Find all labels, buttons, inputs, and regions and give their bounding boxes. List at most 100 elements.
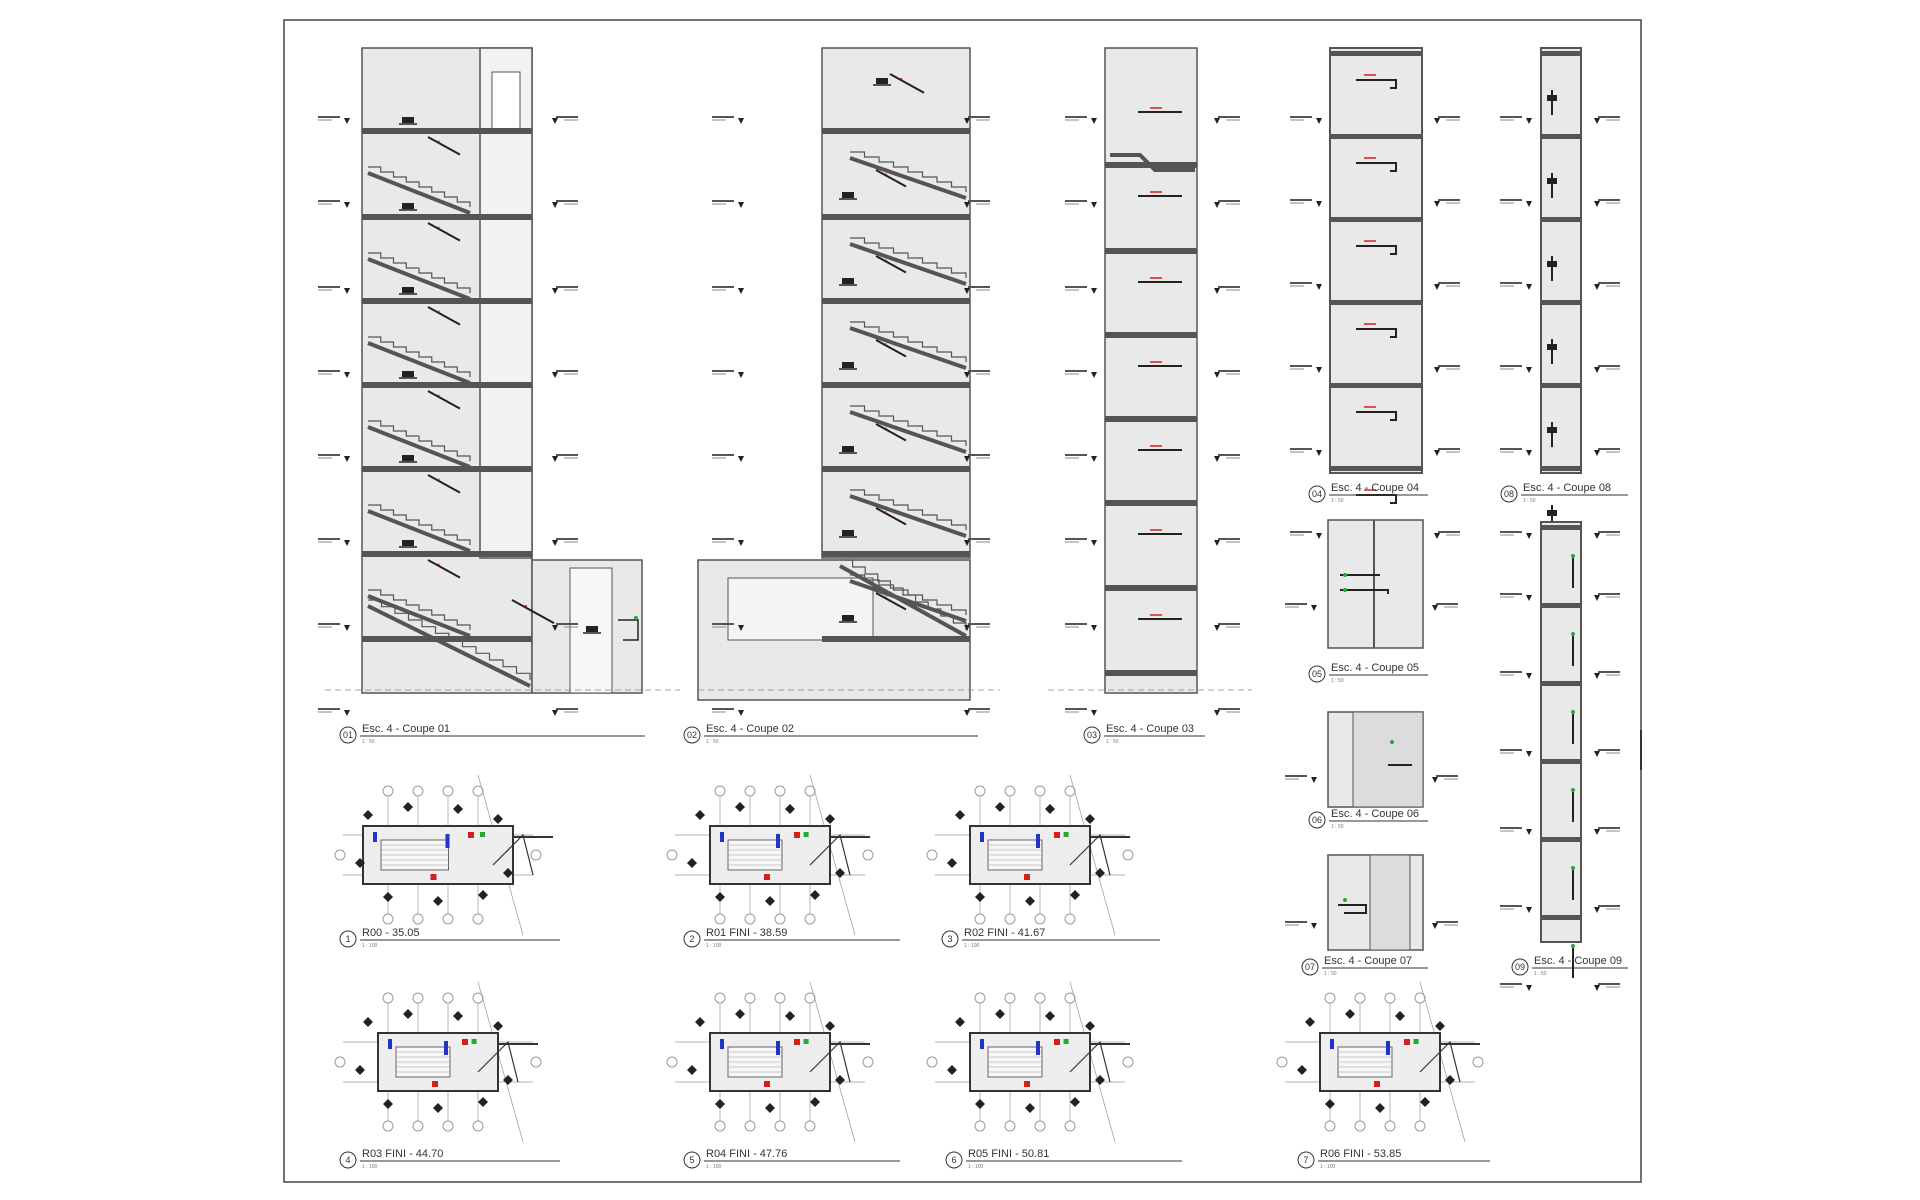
grid-bubble	[472, 1120, 484, 1132]
level-arrow	[1594, 751, 1600, 757]
elevation-tag	[363, 810, 373, 820]
landing-slab	[1105, 416, 1197, 422]
view-title: Esc. 4 - Coupe 07	[1324, 955, 1412, 967]
level-arrow	[1432, 923, 1438, 929]
angled-wall	[492, 833, 534, 876]
level-arrow	[1432, 777, 1438, 783]
grid-line-diagonal	[1069, 774, 1116, 936]
view-number: 3	[947, 934, 952, 944]
elevation-tag	[433, 896, 443, 906]
grid-bubble	[744, 1120, 756, 1132]
equipment-blue	[980, 832, 984, 842]
grid-bubble	[1004, 992, 1016, 1004]
plan-r02	[926, 774, 1134, 936]
level-arrow	[738, 625, 744, 631]
elevation-tag	[975, 1099, 985, 1109]
elevation-tag	[955, 810, 965, 820]
level-arrow	[1526, 284, 1532, 290]
level-arrow	[344, 540, 350, 546]
stair-slab	[849, 579, 967, 623]
level-arrow	[1526, 118, 1532, 124]
valve-symbol	[1547, 427, 1557, 433]
landing-slab	[1105, 332, 1197, 338]
section-coupe-03	[1048, 47, 1252, 716]
equipment-blue	[1036, 834, 1040, 848]
section-title-04: 04 Esc. 4 - Coupe 04 1 : 50	[1308, 482, 1428, 504]
elevation-tag	[835, 1075, 845, 1085]
view-number-bubble	[941, 930, 959, 948]
view-number-bubble	[683, 930, 701, 948]
level-arrow	[964, 625, 970, 631]
view-number-bubble	[1308, 485, 1326, 503]
view-number: 1	[345, 934, 350, 944]
fixture-symbol	[842, 615, 854, 621]
level-arrow	[738, 118, 744, 124]
level-arrow	[1594, 450, 1600, 456]
stair-slab	[367, 257, 471, 301]
equipment-blue	[373, 832, 377, 842]
level-arrow	[552, 540, 558, 546]
elevation-tag	[765, 1103, 775, 1113]
view-number: 4	[345, 1155, 350, 1165]
elevation-tag	[403, 802, 413, 812]
floor-slab	[362, 128, 532, 134]
pipe-node	[1571, 788, 1575, 792]
elevation-tag	[947, 1065, 957, 1075]
grid-bubble	[382, 913, 394, 925]
elevation-tag	[478, 890, 488, 900]
grid-line-diagonal	[809, 774, 856, 936]
grid-bubble	[974, 785, 986, 797]
pipe-node	[1571, 944, 1575, 948]
equipment-blue	[1330, 1039, 1334, 1049]
elevation-tag	[1070, 890, 1080, 900]
floor-slab	[822, 128, 970, 134]
view-number: 2	[689, 934, 694, 944]
plan-title-7: 7 R06 FINI - 53.85 1 : 100	[1297, 1148, 1490, 1170]
grid-bubble	[862, 1056, 874, 1068]
pipe-run	[1338, 904, 1367, 914]
grid-bubble	[1414, 1120, 1426, 1132]
grid-bubble	[1064, 913, 1076, 925]
stair-flight	[368, 420, 471, 461]
pipe-node	[1343, 898, 1347, 902]
view-title: R04 FINI - 47.76	[706, 1148, 787, 1160]
pipe-node	[1571, 866, 1575, 870]
equipment-red	[1374, 1081, 1380, 1087]
view-scale: 1 : 100	[706, 943, 722, 949]
equipment-red	[1404, 1039, 1410, 1045]
valve-symbol	[1547, 261, 1557, 267]
grid-bubble	[1354, 992, 1366, 1004]
elevation-tag	[695, 810, 705, 820]
grid-bubble	[442, 1120, 454, 1132]
view-scale: 1 : 100	[706, 1164, 722, 1170]
level-arrow	[552, 288, 558, 294]
level-arrow	[1214, 372, 1220, 378]
stair-flight	[368, 252, 471, 293]
grid-bubble	[714, 1120, 726, 1132]
angled-wall	[477, 1040, 519, 1083]
floor-slab	[362, 466, 532, 472]
floor-slab	[822, 298, 970, 304]
elevation-tag	[735, 802, 745, 812]
stair-flight	[840, 559, 967, 630]
section-body	[1329, 47, 1423, 474]
level-arrow	[1526, 450, 1532, 456]
elevation-tag	[433, 1103, 443, 1113]
equipment-blue	[388, 1039, 392, 1049]
grid-bubble	[442, 785, 454, 797]
section-body	[1104, 47, 1198, 694]
elevation-tag	[825, 814, 835, 824]
plan-r04	[666, 981, 874, 1143]
view-number: 6	[951, 1155, 956, 1165]
shaft	[1352, 711, 1424, 808]
stair-flight	[368, 166, 471, 207]
view-number-bubble	[683, 1151, 701, 1169]
stair-slab	[367, 509, 471, 553]
view-scale: 1 : 50	[1331, 824, 1344, 830]
elevation-tag	[1095, 1075, 1105, 1085]
view-number: 09	[1515, 962, 1525, 972]
grid-bubble	[1004, 913, 1016, 925]
elevation-tag	[995, 802, 1005, 812]
fixture-symbol	[876, 78, 888, 84]
